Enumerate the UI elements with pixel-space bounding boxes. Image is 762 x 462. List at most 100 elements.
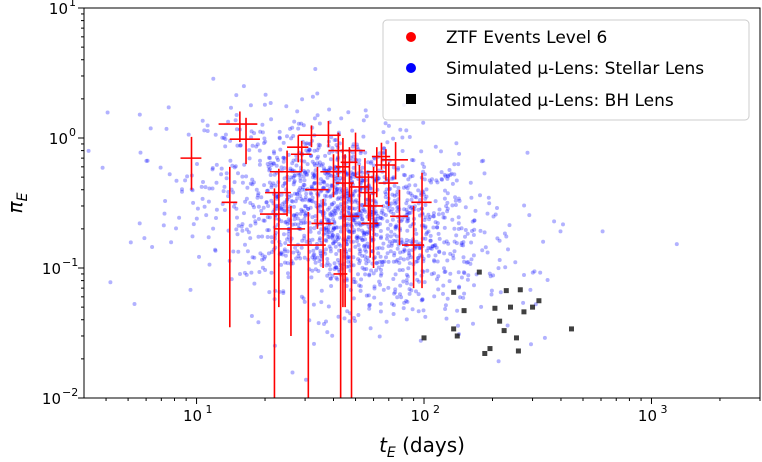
ztf-event-point <box>375 149 396 181</box>
stellar-lens-point <box>334 265 339 270</box>
stellar-lens-point <box>320 162 325 167</box>
stellar-lens-point <box>346 211 351 215</box>
stellar-lens-point <box>326 234 331 239</box>
stellar-lens-point <box>329 202 334 207</box>
stellar-lens-point <box>307 198 312 203</box>
stellar-lens-point <box>250 182 255 187</box>
stellar-lens-point <box>355 236 360 241</box>
stellar-lens-point <box>381 241 386 246</box>
stellar-lens-point <box>326 230 331 234</box>
stellar-lens-point <box>458 295 463 300</box>
stellar-lens-point <box>379 234 384 239</box>
stellar-lens-point <box>391 303 396 308</box>
ztf-event-point <box>269 150 302 217</box>
stellar-lens-point <box>241 84 246 89</box>
stellar-lens-point <box>304 148 309 153</box>
stellar-lens-point <box>359 236 364 241</box>
stellar-lens-point <box>269 117 274 122</box>
stellar-lens-point <box>456 323 460 328</box>
stellar-lens-point <box>311 181 316 186</box>
stellar-lens-point <box>408 191 413 196</box>
stellar-lens-point <box>345 194 350 198</box>
stellar-lens-point <box>285 249 290 254</box>
stellar-lens-point <box>279 205 284 210</box>
stellar-lens-point <box>283 260 287 265</box>
stellar-lens-point <box>416 188 421 193</box>
stellar-lens-point <box>454 178 459 183</box>
stellar-lens-point <box>358 211 363 216</box>
stellar-lens-point <box>395 258 400 262</box>
stellar-lens-point <box>352 230 357 234</box>
stellar-lens-point <box>294 163 299 168</box>
stellar-lens-point <box>299 294 304 299</box>
stellar-lens-point <box>423 225 428 230</box>
stellar-lens-point <box>285 237 289 242</box>
stellar-lens-point <box>317 121 322 126</box>
stellar-lens-point <box>378 216 383 220</box>
stellar-lens-point <box>293 245 298 250</box>
stellar-lens-point <box>229 187 234 192</box>
stellar-lens-point <box>428 238 433 243</box>
stellar-lens-point <box>393 201 398 206</box>
ztf-event-point <box>335 154 354 308</box>
stellar-lens-point <box>407 248 412 253</box>
stellar-lens-point <box>335 204 340 209</box>
stellar-lens-point <box>351 154 356 159</box>
bh-lens-point <box>513 335 519 341</box>
stellar-lens-point <box>365 241 370 246</box>
stellar-lens-point <box>302 299 307 304</box>
stellar-lens-point <box>338 190 343 195</box>
stellar-lens-point <box>395 239 400 244</box>
stellar-lens-point <box>299 221 304 226</box>
stellar-lens-point <box>324 247 328 252</box>
stellar-lens-point <box>419 298 424 303</box>
stellar-lens-point <box>310 268 315 273</box>
stellar-lens-point <box>211 76 216 81</box>
stellar-lens-point <box>267 180 272 185</box>
stellar-lens-point <box>259 208 264 213</box>
stellar-lens-point <box>263 268 268 272</box>
ztf-event-point <box>180 136 202 190</box>
stellar-lens-point <box>532 269 537 274</box>
stellar-lens-point <box>459 226 464 231</box>
stellar-lens-point <box>265 235 270 239</box>
stellar-lens-point <box>410 307 415 312</box>
stellar-lens-point <box>422 177 427 182</box>
stellar-lens-point <box>378 309 383 314</box>
stellar-lens-point <box>405 210 410 215</box>
stellar-lens-point <box>393 226 398 231</box>
stellar-lens-point <box>392 291 397 296</box>
stellar-lens-point <box>345 171 350 176</box>
stellar-lens-point <box>363 108 368 113</box>
stellar-lens-point <box>373 216 378 221</box>
stellar-lens-point <box>462 291 467 296</box>
stellar-lens-point <box>495 206 499 210</box>
stellar-lens-point <box>404 238 409 242</box>
stellar-lens-point <box>374 211 379 216</box>
stellar-lens-point <box>144 158 149 163</box>
stellar-lens-point <box>433 253 438 258</box>
stellar-lens-point <box>308 205 313 210</box>
stellar-lens-point <box>249 314 254 318</box>
stellar-lens-point <box>346 259 351 264</box>
stellar-lens-point <box>408 174 413 179</box>
stellar-lens-point <box>437 207 442 212</box>
stellar-lens-point <box>363 237 368 242</box>
stellar-lens-point <box>265 228 270 233</box>
stellar-lens-point <box>354 212 359 216</box>
x-axis-label: tE (days) <box>379 433 465 461</box>
stellar-lens-point <box>105 110 110 115</box>
stellar-lens-point <box>261 205 266 210</box>
stellar-lens-point <box>405 281 409 286</box>
ztf-event-point <box>363 166 383 268</box>
y-tick-exponent: −1 <box>62 256 78 269</box>
stellar-lens-point <box>331 233 335 238</box>
stellar-lens-point <box>194 216 199 221</box>
stellar-lens-point <box>186 132 191 137</box>
stellar-lens-point <box>401 249 406 254</box>
stellar-lens-point <box>191 222 196 227</box>
stellar-lens-point <box>401 279 406 284</box>
stellar-lens-point <box>448 271 453 276</box>
stellar-lens-point <box>205 129 210 133</box>
stellar-lens-point <box>219 172 224 177</box>
